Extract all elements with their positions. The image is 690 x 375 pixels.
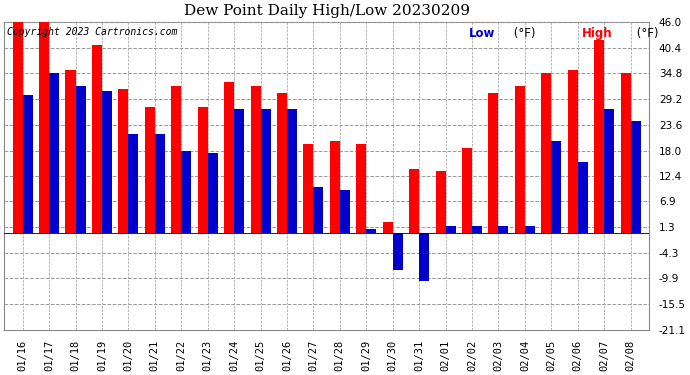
- Bar: [261, 109, 270, 233]
- Bar: [393, 233, 403, 270]
- Bar: [287, 109, 297, 233]
- Bar: [23, 96, 32, 233]
- Bar: [250, 86, 261, 233]
- Bar: [75, 86, 86, 233]
- Bar: [102, 91, 112, 233]
- Bar: [92, 45, 102, 233]
- Bar: [197, 107, 208, 233]
- Bar: [419, 233, 429, 281]
- Bar: [515, 86, 525, 233]
- Bar: [356, 144, 366, 233]
- Text: (°F): (°F): [633, 27, 658, 40]
- Bar: [631, 121, 640, 233]
- Text: High: High: [582, 27, 612, 40]
- Bar: [277, 93, 287, 233]
- Bar: [155, 135, 165, 233]
- Text: Copyright 2023 Cartronics.com: Copyright 2023 Cartronics.com: [8, 27, 178, 37]
- Bar: [304, 144, 313, 233]
- Bar: [551, 141, 562, 233]
- Bar: [620, 72, 631, 233]
- Bar: [568, 70, 578, 233]
- Bar: [435, 171, 446, 233]
- Bar: [472, 226, 482, 233]
- Bar: [128, 135, 139, 233]
- Bar: [145, 107, 155, 233]
- Bar: [525, 226, 535, 233]
- Bar: [446, 226, 455, 233]
- Bar: [330, 141, 340, 233]
- Title: Dew Point Daily High/Low 20230209: Dew Point Daily High/Low 20230209: [184, 4, 470, 18]
- Text: Low: Low: [469, 27, 495, 40]
- Bar: [366, 228, 376, 233]
- Bar: [208, 153, 218, 233]
- Bar: [604, 109, 614, 233]
- Bar: [119, 88, 128, 233]
- Bar: [462, 148, 472, 233]
- Bar: [181, 150, 191, 233]
- Bar: [171, 86, 181, 233]
- Bar: [489, 93, 498, 233]
- Bar: [313, 187, 324, 233]
- Bar: [66, 70, 75, 233]
- Bar: [12, 22, 23, 233]
- Bar: [498, 226, 509, 233]
- Bar: [541, 72, 551, 233]
- Bar: [234, 109, 244, 233]
- Bar: [578, 162, 588, 233]
- Text: (°F): (°F): [511, 27, 536, 40]
- Bar: [340, 189, 350, 233]
- Bar: [224, 82, 234, 233]
- Bar: [594, 40, 604, 233]
- Bar: [49, 72, 59, 233]
- Bar: [39, 22, 49, 233]
- Bar: [383, 222, 393, 233]
- Bar: [409, 169, 419, 233]
